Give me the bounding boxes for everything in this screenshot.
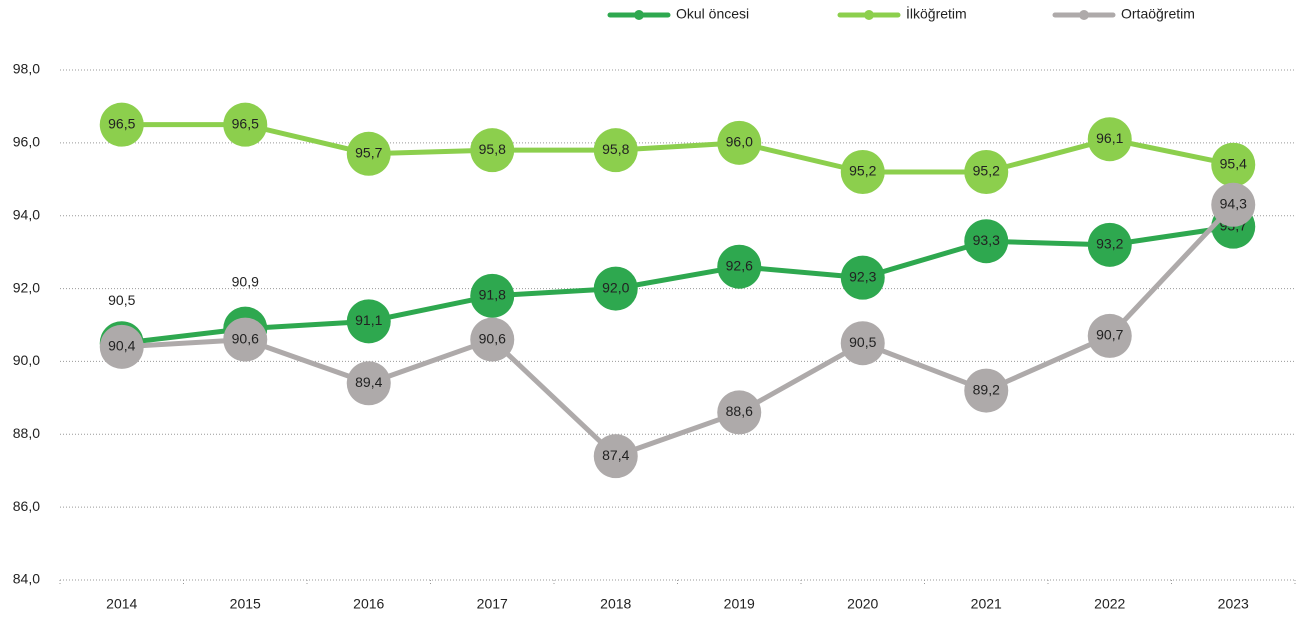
data-label: 89,2 [973, 381, 1000, 397]
y-tick-label: 84,0 [13, 571, 40, 587]
x-tick-label: 2014 [106, 596, 137, 612]
data-label: 90,6 [479, 330, 506, 346]
y-tick-label: 94,0 [13, 206, 40, 222]
point [964, 368, 1009, 413]
data-label: 95,7 [355, 144, 382, 160]
point [223, 102, 268, 147]
point [470, 317, 515, 362]
series-line [121, 122, 1234, 175]
data-label: 88,6 [726, 403, 753, 419]
legend-dot [1079, 10, 1089, 20]
point [840, 321, 885, 366]
series-line [121, 224, 1234, 346]
data-label: 95,2 [849, 163, 876, 179]
data-label: 95,2 [973, 163, 1000, 179]
point [717, 390, 762, 435]
point [593, 128, 638, 173]
data-label: 93,2 [1096, 236, 1123, 252]
x-tick-label: 2015 [230, 596, 261, 612]
point [593, 434, 638, 479]
point [1087, 313, 1132, 358]
data-label: 90,7 [1096, 327, 1123, 343]
legend-label: İlköğretim [906, 5, 967, 22]
y-tick-label: 96,0 [13, 134, 40, 150]
point [840, 150, 885, 194]
point [593, 266, 638, 311]
data-label: 90,5 [108, 292, 135, 308]
point [1087, 222, 1132, 267]
point [223, 317, 268, 362]
data-label: 94,3 [1220, 195, 1247, 211]
data-label: 96,0 [726, 134, 753, 150]
x-tick-label: 2018 [600, 596, 631, 612]
x-tick-label: 2022 [1094, 596, 1125, 612]
y-tick-label: 92,0 [13, 279, 40, 295]
data-label: 91,8 [479, 287, 506, 303]
data-label: 92,3 [849, 268, 876, 284]
data-label: 92,6 [726, 257, 753, 273]
point [470, 128, 515, 173]
data-label: 96,5 [232, 115, 259, 131]
point [99, 324, 144, 369]
data-label: 96,1 [1096, 130, 1123, 146]
point [1211, 182, 1256, 227]
y-tick-label: 98,0 [13, 61, 40, 77]
point [964, 150, 1009, 194]
point [470, 273, 515, 318]
x-tick-label: 2019 [724, 596, 755, 612]
data-label: 95,8 [602, 141, 629, 157]
point [1211, 142, 1256, 187]
data-label: 95,4 [1220, 155, 1247, 171]
point [1087, 117, 1132, 162]
y-tick-label: 88,0 [13, 425, 40, 441]
legend-dot [864, 10, 874, 20]
data-label: 96,5 [108, 115, 135, 131]
data-label: 90,9 [232, 273, 259, 289]
point [964, 219, 1009, 264]
x-tick-label: 2017 [477, 596, 508, 612]
data-label: 89,4 [355, 374, 382, 390]
point [717, 120, 762, 165]
point [99, 102, 144, 147]
x-tick-label: 2023 [1218, 596, 1249, 612]
y-tick-label: 90,0 [13, 352, 40, 368]
x-tick-label: 2016 [353, 596, 384, 612]
y-tick-label: 86,0 [13, 498, 40, 514]
x-tick-label: 2020 [847, 596, 878, 612]
data-label: 95,8 [479, 141, 506, 157]
data-label: 91,1 [355, 312, 382, 328]
point [717, 244, 762, 289]
data-label: 92,0 [602, 279, 629, 295]
point [346, 131, 391, 176]
data-label: 90,6 [232, 330, 259, 346]
point [346, 299, 391, 344]
data-label: 93,3 [973, 232, 1000, 248]
x-tick-label: 2021 [971, 596, 1002, 612]
data-label: 90,5 [849, 334, 876, 350]
point [346, 361, 391, 406]
data-label: 87,4 [602, 447, 629, 463]
data-label: 90,4 [108, 338, 135, 354]
point [840, 255, 885, 300]
series-line [121, 203, 1236, 459]
legend-label: Ortaöğretim [1121, 6, 1195, 22]
legend-dot [634, 10, 644, 20]
legend-label: Okul öncesi [676, 6, 749, 22]
